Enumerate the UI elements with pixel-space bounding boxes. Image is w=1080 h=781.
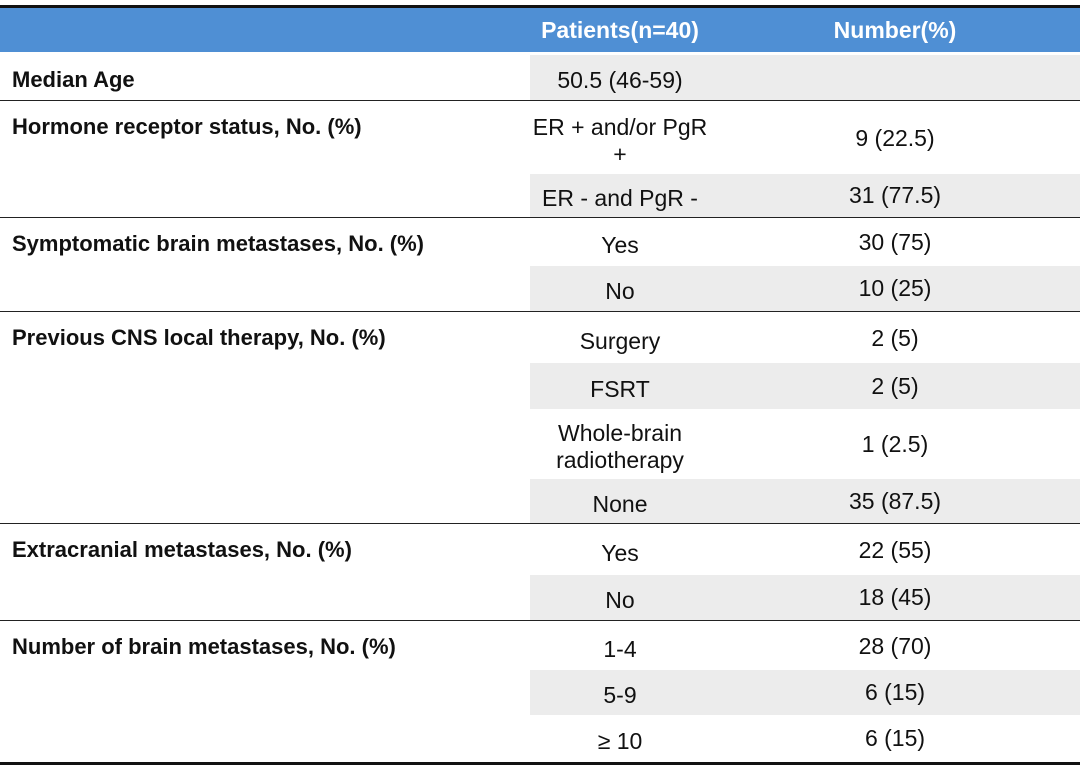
value-cell: 9 (22.5): [855, 124, 935, 151]
level-cell: ≥ 10: [597, 728, 643, 754]
value-cell: 28 (70): [858, 632, 932, 659]
level-cell: Whole-brain radiotherapy: [556, 420, 684, 473]
group-label: Previous CNS local therapy, No. (%): [12, 325, 386, 350]
group-label: Median Age: [12, 67, 135, 92]
level-cell: FSRT: [590, 375, 650, 402]
row-shade: [530, 174, 1080, 217]
level-cell: Yes: [601, 232, 639, 258]
value-cell: 31 (77.5): [848, 182, 942, 208]
value-cell: 22 (55): [858, 536, 932, 563]
level-cell: No: [605, 587, 635, 613]
bottom-rule: [0, 762, 1080, 765]
row-shade: [530, 363, 1080, 409]
level-cell: None: [592, 490, 648, 517]
row-shade: [530, 266, 1080, 311]
group-rule: [0, 217, 1080, 218]
level-cell: 50.5 (46-59): [557, 67, 683, 93]
group-label: Symptomatic brain metastases, No. (%): [12, 231, 425, 256]
value-cell: 1 (2.5): [861, 430, 929, 457]
group-rule: [0, 523, 1080, 524]
level-cell: ER - and PgR -: [542, 185, 698, 211]
group-label: Extracranial metastases, No. (%): [12, 537, 352, 562]
level-cell: 1-4: [603, 635, 637, 662]
value-cell: 2 (5): [871, 372, 919, 399]
row-shade: [530, 55, 1080, 100]
level-cell: ER + and/or PgR +: [532, 114, 708, 167]
header-row: Patients(n=40) Number(%): [0, 5, 1080, 52]
value-cell: 10 (25): [858, 275, 932, 301]
row-shade: [530, 670, 1080, 715]
row-shade: [530, 479, 1080, 523]
level-cell: No: [605, 278, 635, 304]
group-label: Number of brain metastases, No. (%): [12, 634, 396, 659]
value-cell: 6 (15): [864, 679, 926, 705]
value-cell: 6 (15): [864, 725, 926, 751]
group-label: Hormone receptor status, No. (%): [12, 114, 362, 139]
level-cell: 5-9: [603, 682, 637, 708]
group-rule: [0, 620, 1080, 621]
group-rule: [0, 311, 1080, 312]
value-cell: 35 (87.5): [848, 487, 942, 514]
level-cell: Yes: [601, 539, 639, 566]
column-header: Number(%): [833, 16, 957, 43]
value-cell: 2 (5): [871, 324, 919, 351]
level-cell: Surgery: [579, 327, 661, 354]
column-header: Patients(n=40): [541, 16, 699, 43]
row-shade: [530, 575, 1080, 620]
value-cell: 18 (45): [858, 584, 932, 610]
value-cell: 30 (75): [858, 229, 932, 255]
group-rule: [0, 100, 1080, 101]
